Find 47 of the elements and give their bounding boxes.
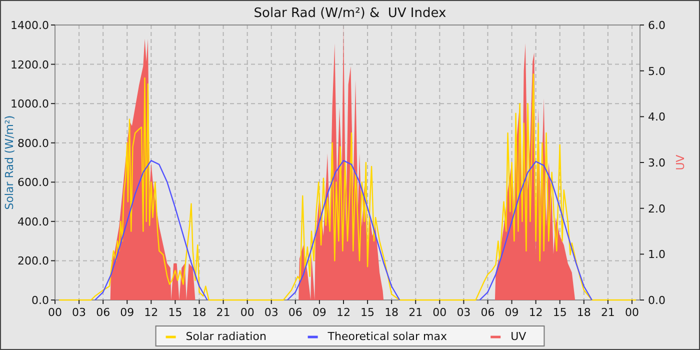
y2-tick-label: 2.0 (648, 202, 666, 216)
x-tick-label: 00 (48, 306, 62, 319)
x-tick-label: 15 (360, 306, 375, 319)
legend-label: Theoretical solar max (326, 330, 448, 343)
y2-tick-label: 1.0 (648, 248, 666, 262)
x-tick-label: 15 (552, 306, 567, 319)
x-tick-label: 21 (408, 306, 423, 319)
y2-tick-label: 4.0 (648, 110, 666, 124)
x-tick-label: 03 (264, 306, 278, 319)
x-tick-label: 12 (144, 306, 158, 319)
x-tick-label: 12 (528, 306, 543, 319)
x-tick-label: 18 (384, 306, 399, 319)
x-tick-label: 00 (240, 306, 254, 319)
legend-label: Solar radiation (186, 330, 266, 343)
x-tick-label: 09 (120, 306, 134, 319)
x-tick-label: 00 (432, 306, 447, 319)
x-tick-label: 12 (336, 306, 350, 319)
x-tick-label: 00 (624, 306, 639, 319)
y-tick-label: 1200.0 (10, 58, 49, 72)
y2-tick-label: 3.0 (648, 156, 666, 170)
y-tick-label: 1000.0 (10, 98, 49, 111)
y-tick-label: 800.0 (18, 136, 49, 150)
x-tick-label: 06 (96, 306, 110, 319)
x-tick-label: 03 (72, 306, 86, 319)
x-tick-label: 09 (504, 306, 519, 319)
x-tick-label: 21 (600, 306, 615, 319)
y2-tick-label: 0.0 (648, 294, 666, 307)
y-tick-label: 200.0 (18, 254, 49, 268)
y-tick-label: 1400.0 (10, 19, 49, 32)
x-tick-label: 18 (576, 306, 591, 319)
x-tick-label: 21 (216, 306, 230, 319)
x-tick-label: 03 (456, 306, 471, 319)
y-tick-label: 600.0 (18, 176, 49, 190)
line-series (58, 74, 637, 301)
x-tick-label: 06 (288, 306, 302, 319)
legend-label: UV (510, 330, 527, 343)
x-tick-label: 15 (168, 306, 182, 319)
y2-tick-label: 5.0 (648, 64, 666, 78)
y2-axis-title: UV (674, 154, 687, 170)
x-tick-label: 06 (480, 306, 495, 319)
chart-title: Solar Rad (W/m²) & UV Index (254, 6, 447, 21)
y-tick-label: 400.0 (18, 215, 49, 228)
y2-tick-label: 6.0 (648, 19, 666, 32)
y-tick-label: 0.0 (32, 294, 49, 307)
y-axis-title: Solar Rad (W/m²) (3, 115, 16, 210)
x-tick-label: 18 (192, 306, 206, 319)
x-tick-label: 09 (312, 306, 326, 319)
